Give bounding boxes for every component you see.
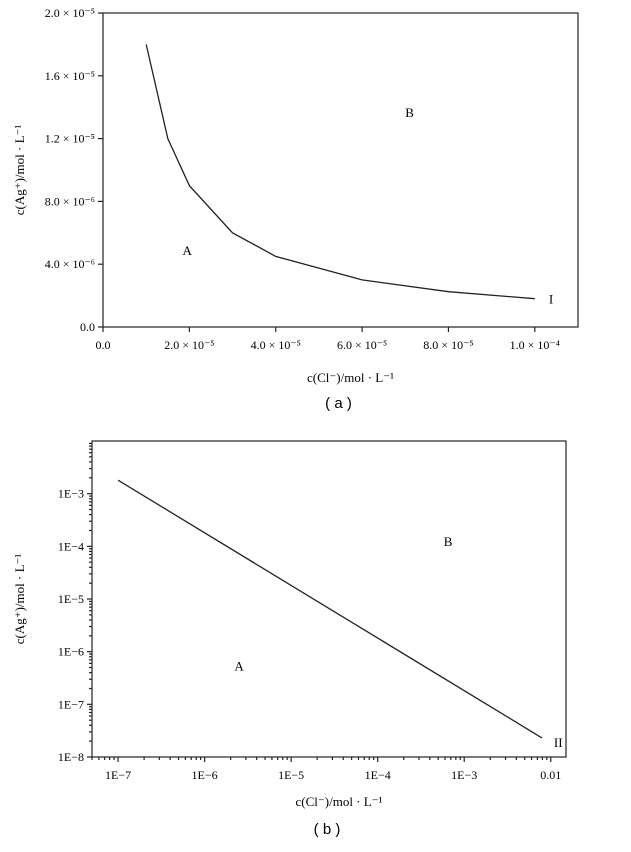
x-tick-label: 0.01 <box>540 768 561 782</box>
region-label: B <box>444 534 453 549</box>
region-label: A <box>183 243 193 258</box>
x-tick-label: 6.0 × 10⁻⁵ <box>337 338 387 352</box>
y-tick-label: 1E−3 <box>58 487 84 501</box>
y-tick-label: 1.6 × 10⁻⁵ <box>45 69 95 83</box>
y-axis-title: c(Ag⁺)/mol · L⁻¹ <box>12 554 27 645</box>
series-label: I <box>549 292 553 307</box>
chart-b: 1E−7 1E−6 1E−5 1E−4 1E−3 0.01 1E−8 1E−7 1E−6 1E−5… <box>12 440 567 838</box>
series-line <box>145 44 535 300</box>
x-tick-label: 8.0 × 10⁻⁵ <box>423 338 473 352</box>
series-label: II <box>554 735 563 750</box>
x-tick-label: 4.0 × 10⁻⁵ <box>251 338 301 352</box>
x-tick-label: 2.0 × 10⁻⁵ <box>164 338 214 352</box>
panel-caption: ( b ) <box>314 821 341 838</box>
y-tick-label: 4.0 × 10⁻⁶ <box>45 257 95 271</box>
series-line <box>117 479 543 739</box>
y-tick-label: 1.2 × 10⁻⁵ <box>45 132 95 146</box>
x-tick-label: 0.0 <box>96 338 111 352</box>
y-tick-label: 1E−8 <box>58 750 84 764</box>
y-tick-label: 2.0 × 10⁻⁵ <box>45 6 95 20</box>
x-axis-title: c(Cl⁻)/mol · L⁻¹ <box>307 370 394 385</box>
x-tick-label: 1E−3 <box>451 768 477 782</box>
y-tick-label: 0.0 <box>80 320 95 334</box>
x-tick-label: 1E−6 <box>192 768 218 782</box>
x-tick-label: 1E−5 <box>278 768 304 782</box>
x-axis-title: c(Cl⁻)/mol · L⁻¹ <box>296 794 383 809</box>
y-axis-title: c(Ag⁺)/mol · L⁻¹ <box>12 125 27 216</box>
x-tick-label: 1E−4 <box>365 768 391 782</box>
plot-frame <box>102 12 579 328</box>
y-tick-label: 1E−5 <box>58 592 84 606</box>
region-label: B <box>405 105 414 120</box>
x-tick-label: 1E−7 <box>105 768 131 782</box>
y-tick-label: 1E−6 <box>58 645 84 659</box>
y-tick-label: 1E−7 <box>58 697 84 711</box>
region-label: A <box>234 658 244 673</box>
chart-a: 0.0 2.0 × 10⁻⁵ 4.0 × 10⁻⁵ 6.0 × 10⁻⁵ 8.0 × 1… <box>12 6 579 412</box>
panel-caption: ( a ) <box>325 395 352 412</box>
y-tick-label: 1E−4 <box>58 539 84 553</box>
y-tick-label: 8.0 × 10⁻⁶ <box>45 194 95 208</box>
x-tick-label: 1.0 × 10⁻⁴ <box>510 338 560 352</box>
